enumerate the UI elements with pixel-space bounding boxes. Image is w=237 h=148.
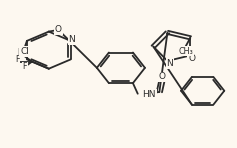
Text: F: F	[23, 62, 27, 71]
Text: N: N	[167, 59, 173, 68]
Text: O: O	[188, 54, 195, 63]
Text: F: F	[18, 48, 22, 57]
Text: F: F	[15, 55, 20, 64]
Text: CH₃: CH₃	[178, 46, 193, 56]
Text: N: N	[68, 35, 75, 44]
Text: HN: HN	[142, 90, 156, 99]
Text: O: O	[158, 72, 165, 81]
Text: Cl: Cl	[20, 47, 29, 56]
Text: O: O	[55, 25, 62, 34]
